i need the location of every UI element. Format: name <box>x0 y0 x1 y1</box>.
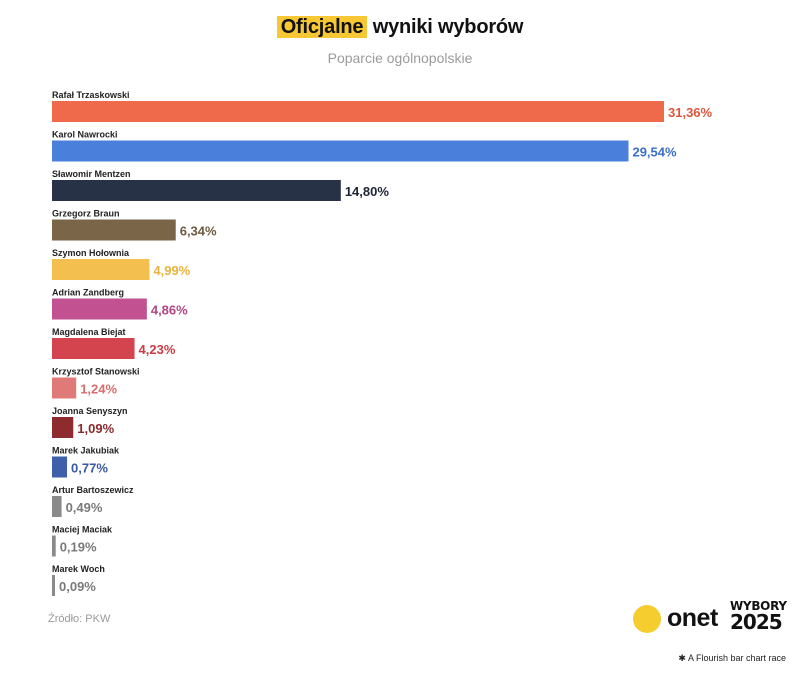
value-label-maciej-maciak: 0,19% <box>60 540 97 555</box>
bar-artur-bartoszewicz[interactable] <box>52 496 62 517</box>
candidate-label-grzegorz-braun: Grzegorz Braun <box>52 209 120 219</box>
onet-logo-text: onet <box>667 604 718 632</box>
value-label-magdalena-biejat: 4,23% <box>139 342 176 357</box>
candidate-label-joanna-senyszyn: Joanna Senyszyn <box>52 406 128 416</box>
value-label-artur-bartoszewicz: 0,49% <box>66 500 103 515</box>
bar-rafal-trzaskowski[interactable] <box>52 101 664 122</box>
candidate-label-krzysztof-stanowski: Krzysztof Stanowski <box>52 367 140 377</box>
bar-magdalena-biejat[interactable] <box>52 338 135 359</box>
value-label-karol-nawrocki: 29,54% <box>632 145 677 160</box>
bar-joanna-senyszyn[interactable] <box>52 417 74 438</box>
candidate-label-maciej-maciak: Maciej Maciak <box>52 525 113 535</box>
value-label-marek-jakubiak: 0,77% <box>71 461 108 476</box>
source-note: Źródło: PKW <box>48 613 111 625</box>
wybory-logo-line2: 2025 <box>730 610 783 634</box>
bar-marek-jakubiak[interactable] <box>52 456 68 478</box>
value-label-marek-woch: 0,09% <box>59 579 96 594</box>
candidate-label-slawomir-mentzen: Sławomir Mentzen <box>52 169 131 179</box>
onet-logo[interactable]: onet <box>633 604 718 633</box>
candidate-label-marek-jakubiak: Marek Jakubiak <box>52 446 120 456</box>
chart-title: Oficjalne wyniki wyborów <box>0 16 800 39</box>
candidate-label-adrian-zandberg: Adrian Zandberg <box>52 288 124 298</box>
chart-subtitle: Poparcie ogólnopolskie <box>327 50 473 66</box>
bar-karol-nawrocki[interactable] <box>52 140 629 162</box>
onet-dot-icon <box>633 604 661 633</box>
bar-grzegorz-braun[interactable] <box>52 219 176 241</box>
bar-adrian-zandberg[interactable] <box>52 298 147 320</box>
value-label-grzegorz-braun: 6,34% <box>180 224 217 239</box>
candidate-label-szymon-holownia: Szymon Hołownia <box>52 248 130 258</box>
bar-szymon-holownia[interactable] <box>52 259 150 280</box>
bar-marek-woch[interactable] <box>52 575 55 596</box>
bar-chart: Rafał Trzaskowski 31,36% Karol Nawrocki 29,… <box>52 90 713 596</box>
flourish-credit[interactable]: ✱ A Flourish bar chart race <box>678 653 786 664</box>
wybory-logo-line1: WYBORY <box>730 599 787 613</box>
candidate-label-rafal-trzaskowski: Rafał Trzaskowski <box>52 90 130 100</box>
candidate-label-magdalena-biejat: Magdalena Biejat <box>52 327 126 337</box>
candidate-label-artur-bartoszewicz: Artur Bartoszewicz <box>52 485 134 495</box>
bar-maciej-maciak[interactable] <box>52 535 56 557</box>
candidate-label-karol-nawrocki: Karol Nawrocki <box>52 130 118 140</box>
value-label-rafal-trzaskowski: 31,36% <box>668 105 713 120</box>
flourish-icon: ✱ <box>678 653 686 663</box>
value-label-joanna-senyszyn: 1,09% <box>77 421 114 436</box>
flourish-credit-text: A Flourish bar chart race <box>687 653 786 663</box>
value-label-slawomir-mentzen: 14,80% <box>345 184 390 199</box>
value-label-szymon-holownia: 4,99% <box>153 263 190 278</box>
value-label-krzysztof-stanowski: 1,24% <box>80 382 117 397</box>
bar-krzysztof-stanowski[interactable] <box>52 377 77 399</box>
bar-slawomir-mentzen[interactable] <box>52 180 341 201</box>
title-highlight: Oficjalne <box>276 16 368 38</box>
title-rest: wyniki wyborów <box>367 16 524 38</box>
candidate-label-marek-woch: Marek Woch <box>52 564 105 574</box>
value-label-adrian-zandberg: 4,86% <box>151 303 188 318</box>
wybory-2025-logo: WYBORY 2025 <box>730 599 787 634</box>
